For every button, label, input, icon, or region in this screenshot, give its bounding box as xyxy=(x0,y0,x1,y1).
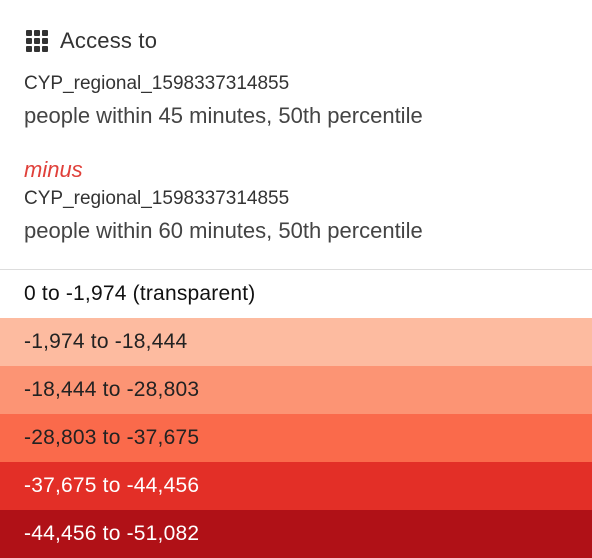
primary-source-name: CYP_regional_1598337314855 xyxy=(24,73,290,94)
legend-row-label: -44,456 to -51,082 xyxy=(24,522,200,545)
primary-layer: CYP_regional_1598337314855 people within… xyxy=(24,73,423,130)
legend-row: -37,675 to -44,456 xyxy=(0,462,592,510)
legend-row: -18,444 to -28,803 xyxy=(0,366,592,414)
panel-header: Access to xyxy=(26,27,157,55)
legend-row-label: -28,803 to -37,675 xyxy=(24,426,200,449)
legend-row: -28,803 to -37,675 xyxy=(0,414,592,462)
divider xyxy=(0,269,592,270)
legend-row-label: 0 to -1,974 (transparent) xyxy=(24,282,256,305)
legend-row: -1,974 to -18,444 xyxy=(0,318,592,366)
legend-row-label: -18,444 to -28,803 xyxy=(24,378,200,401)
grid-icon xyxy=(26,30,48,52)
secondary-source-name: CYP_regional_1598337314855 xyxy=(24,188,290,209)
legend-row-label: -1,974 to -18,444 xyxy=(24,330,188,353)
panel-title: Access to xyxy=(60,28,158,53)
color-legend: 0 to -1,974 (transparent) -1,974 to -18,4… xyxy=(0,270,592,558)
primary-description: people within 45 minutes, 50th percentil… xyxy=(24,103,423,128)
legend-row-label: -37,675 to -44,456 xyxy=(24,474,200,497)
minus-operator-label: minus xyxy=(24,157,83,182)
legend-row: 0 to -1,974 (transparent) xyxy=(0,270,592,318)
secondary-layer: minus CYP_regional_1598337314855 people … xyxy=(24,157,423,245)
legend-row: -44,456 to -51,082 xyxy=(0,510,592,558)
secondary-description: people within 60 minutes, 50th percentil… xyxy=(24,218,423,243)
